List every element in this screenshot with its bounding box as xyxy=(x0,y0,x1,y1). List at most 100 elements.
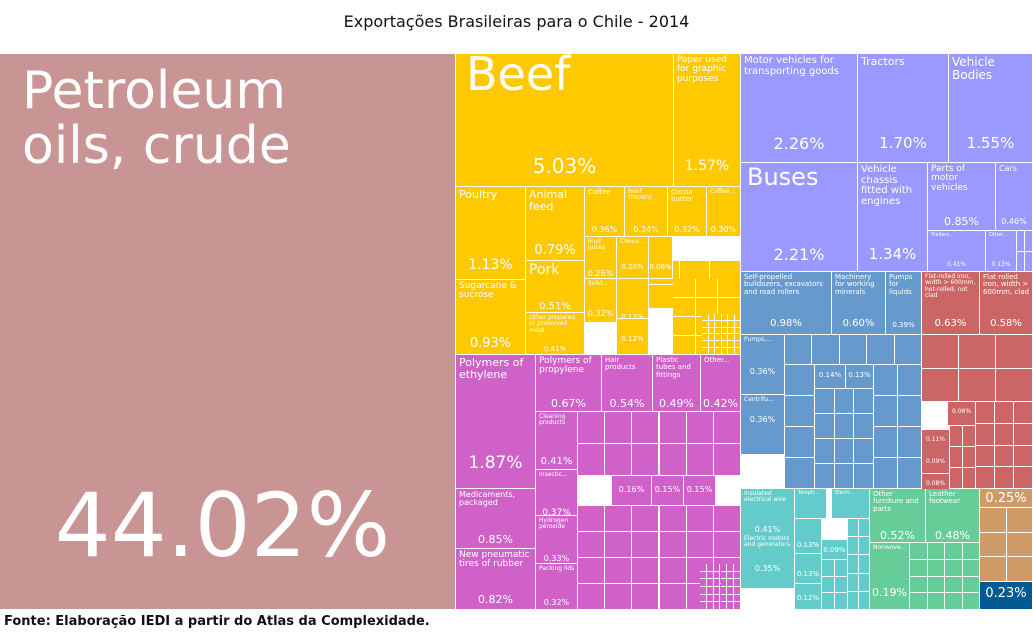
treemap-small-tile xyxy=(702,320,709,328)
tile-label: Electr... xyxy=(835,490,854,496)
treemap-tile[interactable]: 0.15% xyxy=(652,476,684,506)
treemap-tile[interactable]: Packing lids 0.32% xyxy=(536,564,578,610)
tile-label: Coffee... xyxy=(710,188,736,195)
treemap-tile[interactable]: 0.09% xyxy=(822,540,848,560)
treemap-tile[interactable]: Animal feed 0.79% xyxy=(526,187,585,261)
treemap-tile[interactable]: Poultry 1.13% xyxy=(456,187,526,280)
treemap-tile[interactable]: Other... 0.13% xyxy=(986,231,1017,272)
treemap-small-tile xyxy=(945,559,963,577)
treemap-tile[interactable]: 0.25% xyxy=(980,489,1033,508)
treemap-tile[interactable]: 0.06% xyxy=(948,402,976,426)
treemap-tile[interactable]: Pumps for liquids 0.39% xyxy=(886,272,922,335)
treemap-tile[interactable]: Sugarcane & sucrose 0.93% xyxy=(456,280,526,355)
treemap-small-tile xyxy=(706,602,714,610)
treemap-small-tile xyxy=(976,402,995,424)
treemap-tile[interactable]: Self-propelled bulldozers, excavators an… xyxy=(741,272,832,335)
treemap-tile[interactable]: Coffee 0.36% xyxy=(585,187,625,237)
treemap-tile[interactable]: Beef 5.03% xyxy=(456,54,674,187)
treemap-small-tile xyxy=(605,444,633,476)
treemap-tile[interactable]: Cleaning products 0.41% xyxy=(536,412,578,470)
treemap-tile[interactable]: Hair products 0.54% xyxy=(602,355,653,412)
treemap-tile[interactable]: Electr...0.27% xyxy=(832,489,870,519)
treemap-tile[interactable]: Cocoa butter 0.32% xyxy=(668,187,707,237)
treemap-tile[interactable]: 0.12% xyxy=(795,584,822,610)
treemap-tile[interactable]: Pork 0.51% xyxy=(526,261,585,313)
treemap-tile[interactable]: 0.13% xyxy=(846,365,874,389)
treemap-tile[interactable]: Polymers of propylene 0.67% xyxy=(536,355,602,412)
treemap-tile[interactable]: 0.13% xyxy=(617,279,649,319)
treemap-tile[interactable]: Electric motors and generators 0.35% xyxy=(741,534,795,589)
treemap-small-tile xyxy=(686,444,714,476)
tile-label: Machinery for working minerals xyxy=(835,273,875,296)
treemap-small-tile xyxy=(673,298,696,317)
treemap-tile[interactable]: Fruit juices 0.26% xyxy=(585,237,617,279)
treemap-tile[interactable]: Insectic... 0.37% xyxy=(536,470,578,516)
treemap-tile[interactable]: New pneumatic tires of rubber 0.82% xyxy=(456,549,536,610)
treemap-small-tile xyxy=(720,594,728,603)
treemap-tile[interactable]: Vehicle Bodies 1.55% xyxy=(949,54,1033,163)
treemap-tile[interactable]: 0.16% xyxy=(612,476,652,506)
treemap-tile[interactable]: Plastic tubes and fittings 0.49% xyxy=(653,355,701,412)
treemap-tile[interactable]: Trailers... 0.41% xyxy=(928,231,986,272)
treemap-tile[interactable]: Coffee... 0.30% xyxy=(707,187,741,237)
treemap-tile[interactable]: 0.12% xyxy=(617,319,649,355)
treemap-tile[interactable]: 0.23% xyxy=(980,582,1033,610)
treemap-tile[interactable]: Flat-rolled iron, width > 600mm, hot-rol… xyxy=(922,272,980,335)
tile-value: 0.41% xyxy=(543,345,567,353)
treemap-small-tile xyxy=(734,314,741,321)
treemap-tile[interactable]: Tractors 1.70% xyxy=(858,54,949,163)
treemap-tile[interactable]: Vehicle chassis fitted with engines 1.34% xyxy=(858,163,928,272)
treemap-small-tile xyxy=(727,587,735,595)
treemap-small-tile xyxy=(1017,251,1025,272)
treemap-tile[interactable]: Flat rolled iron, width > 600mm, clad 0.5… xyxy=(980,272,1033,335)
treemap-tile[interactable]: Paper used for graphic purposes 1.57% xyxy=(674,54,741,187)
treemap-tile[interactable]: Other prepared or preserved meat 0.41% xyxy=(526,313,585,355)
treemap-tile[interactable]: 0.15% xyxy=(684,476,716,506)
treemap-small-tile xyxy=(715,320,722,328)
treemap-tile[interactable]: 0.13% xyxy=(795,519,822,554)
treemap-small-tile xyxy=(728,320,735,328)
treemap-tile[interactable]: Centrifu... 0.36% xyxy=(741,395,785,455)
treemap-tile[interactable]: Leather footwear 0.48% xyxy=(926,489,980,543)
treemap-tile[interactable]: Machinery for working minerals 0.60% xyxy=(832,272,886,335)
tile-value: 0.41% xyxy=(754,525,781,534)
treemap-small-tile xyxy=(720,579,728,587)
treemap-small-tile xyxy=(815,439,835,464)
treemap-tile[interactable]: 0.06% xyxy=(649,237,673,279)
treemap-tile[interactable]: 0.09% xyxy=(922,452,950,474)
tile-value: 0.30% xyxy=(710,225,737,234)
treemap-small-tile xyxy=(1017,231,1025,252)
tile-value: 0.13% xyxy=(621,313,644,319)
tile-value: 0.42% xyxy=(703,397,738,410)
treemap-tile[interactable]: 0.11% xyxy=(922,430,950,454)
treemap-tile[interactable]: 0.14% xyxy=(815,365,846,389)
treemap-tile[interactable]: Cars 0.46% xyxy=(996,163,1033,231)
treemap-tile[interactable]: Petroleum oils, crude 44.02% xyxy=(0,54,456,610)
treemap-small-tile xyxy=(728,348,735,355)
treemap-tile[interactable]: Choco... 0.20% xyxy=(617,237,649,279)
treemap-small-tile xyxy=(632,506,660,532)
treemap-tile[interactable]: Polymers of ethylene 1.87% xyxy=(456,355,536,489)
treemap-tile[interactable]: Medicaments, packaged 0.85% xyxy=(456,489,536,549)
treemap-tile[interactable]: Pumps,... 0.36% xyxy=(741,335,785,395)
treemap-small-tile xyxy=(721,334,728,342)
treemap-tile[interactable]: 0.19% xyxy=(870,574,910,610)
treemap-small-tile xyxy=(706,594,714,603)
treemap-tile[interactable]: Other furniture and parts 0.52% xyxy=(870,489,926,543)
treemap-small-tile xyxy=(1014,402,1033,424)
treemap-tile[interactable]: Solid... 0.32% xyxy=(585,279,617,323)
treemap-tile[interactable]: Beef (frozen) 0.34% xyxy=(625,187,668,237)
treemap-tile[interactable]: Parts of motor vehicles 0.85% xyxy=(928,163,996,231)
treemap-tile[interactable]: Teleph...0.31% xyxy=(795,489,827,519)
treemap-tile[interactable]: 0.13% xyxy=(795,554,822,584)
treemap-tile[interactable]: Buses 2.21% xyxy=(741,163,858,272)
treemap-tile[interactable]: Motor vehicles for transporting goods 2.2… xyxy=(741,54,858,163)
tile-value: 0.85% xyxy=(478,533,513,546)
treemap-tile[interactable]: Other... 0.42% xyxy=(701,355,741,412)
treemap-small-tile xyxy=(734,348,741,355)
treemap-small-tile xyxy=(963,447,976,468)
treemap-tile[interactable]: Hydrogen peroxide 0.33% xyxy=(536,516,578,564)
treemap-small-tile xyxy=(713,412,741,444)
treemap-small-tile xyxy=(715,314,722,321)
treemap-small-tile xyxy=(700,602,707,610)
